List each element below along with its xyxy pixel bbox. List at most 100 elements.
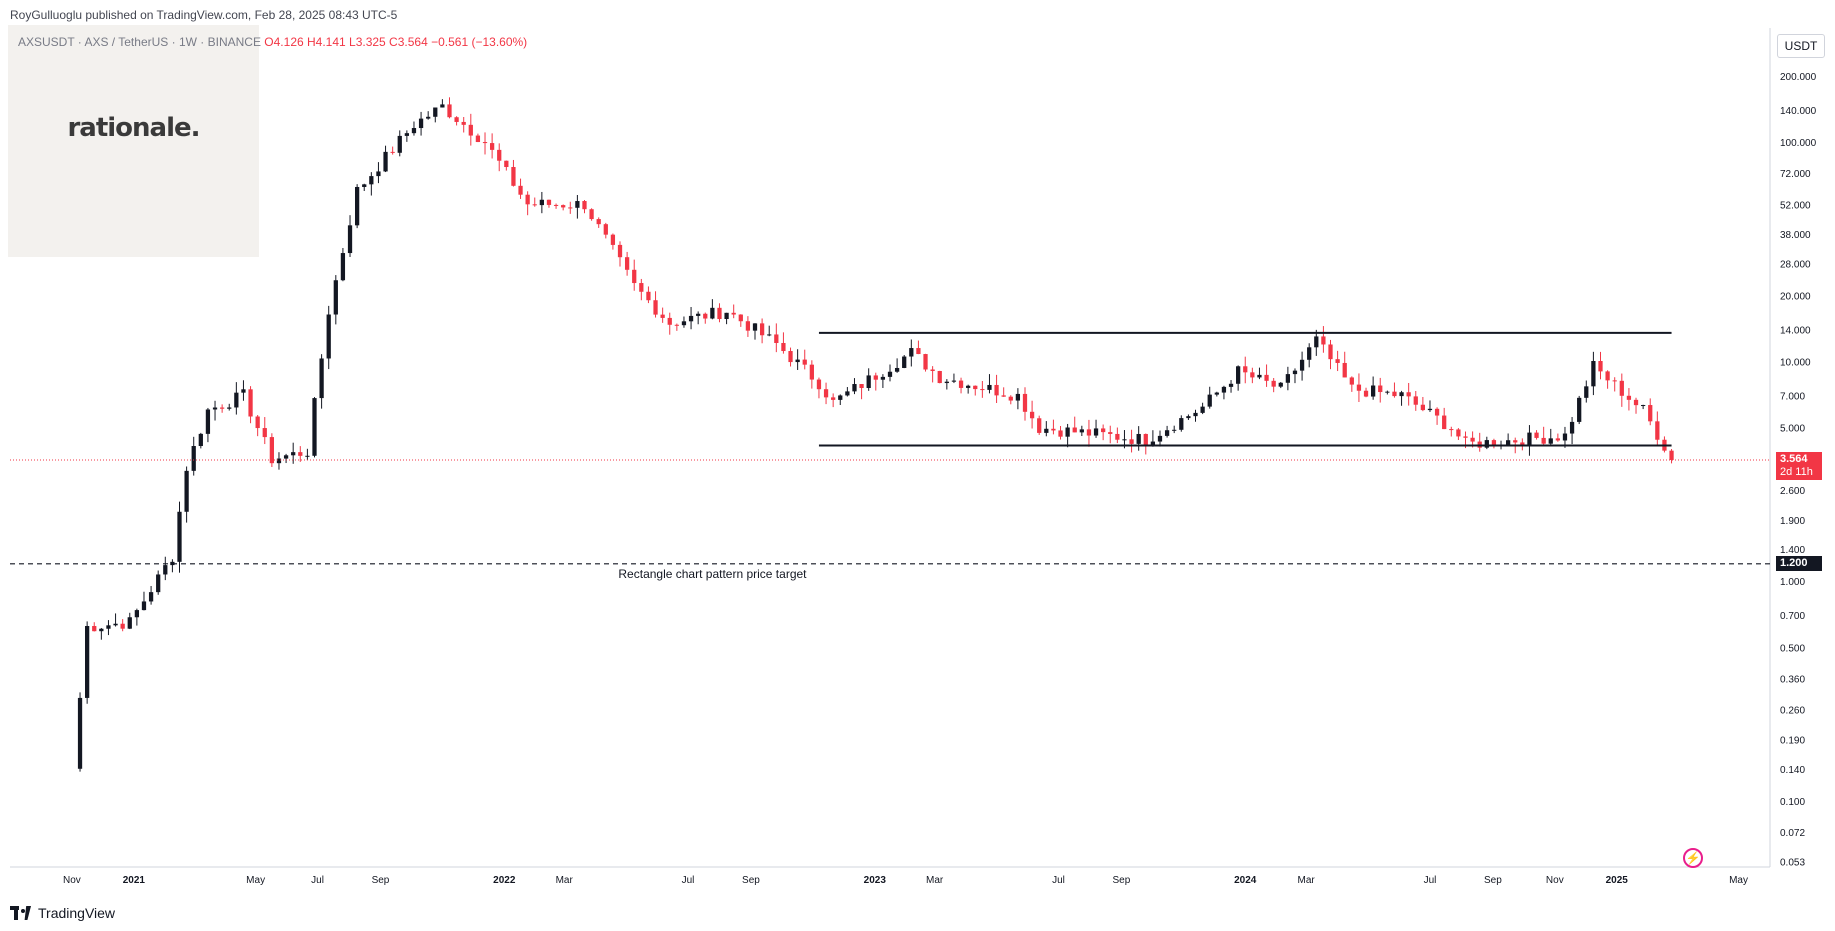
candle-up bbox=[767, 334, 772, 336]
time-tick-label: Jul bbox=[1424, 875, 1437, 886]
price-tick-label: 72.000 bbox=[1780, 169, 1811, 180]
candle-down bbox=[1101, 428, 1106, 433]
price-tick-label: 0.260 bbox=[1780, 706, 1805, 717]
candle-down bbox=[610, 234, 616, 245]
candle-down bbox=[1655, 421, 1660, 440]
current-price-label: 3.564 2d 11h bbox=[1776, 451, 1822, 480]
time-axis: Nov 2021 May Jul Sep 2022 Mar Jul Sep 2023 Mar Jul S… bbox=[63, 875, 1748, 886]
candle-down bbox=[674, 324, 679, 326]
time-tick-label: Sep bbox=[1484, 875, 1502, 886]
candle-down bbox=[1534, 432, 1539, 438]
candle-down bbox=[1520, 442, 1525, 446]
candle-up bbox=[1200, 406, 1205, 413]
footer-brand[interactable]: TradingView bbox=[10, 905, 115, 921]
price-tick-label: 0.100 bbox=[1780, 797, 1805, 808]
candle-up bbox=[418, 118, 424, 129]
candle-up bbox=[1314, 336, 1319, 348]
price-tick-label: 20.000 bbox=[1780, 291, 1811, 302]
time-tick-label: Nov bbox=[1546, 875, 1564, 886]
time-tick-label: Sep bbox=[1113, 875, 1131, 886]
candle-down bbox=[1037, 418, 1042, 433]
candle-up bbox=[148, 592, 154, 602]
candle-down bbox=[1648, 405, 1653, 422]
candle-up bbox=[1044, 428, 1049, 433]
time-tick-label: 2025 bbox=[1606, 875, 1629, 886]
time-tick-label: Mar bbox=[926, 875, 944, 886]
candle-down bbox=[1555, 438, 1560, 441]
candle-down bbox=[1342, 362, 1347, 378]
candle-up bbox=[156, 574, 161, 593]
candle-down bbox=[809, 364, 814, 380]
candle-up bbox=[1207, 394, 1212, 407]
candle-up bbox=[77, 697, 83, 769]
candle-up bbox=[141, 601, 147, 611]
symbol-info[interactable]: AXSUSDT · AXS / TetherUS · 1W · BINANCE bbox=[18, 35, 261, 49]
candle-down bbox=[447, 104, 452, 118]
candle-down bbox=[617, 244, 623, 258]
candle-up bbox=[376, 171, 381, 177]
candle-up bbox=[1150, 441, 1156, 446]
candle-down bbox=[731, 312, 736, 315]
candle-up bbox=[1484, 440, 1489, 448]
candle-up bbox=[1399, 392, 1404, 397]
candle-up bbox=[1371, 385, 1376, 397]
time-tick-label: Mar bbox=[1298, 875, 1316, 886]
candle-up bbox=[404, 133, 409, 136]
time-tick-label: Sep bbox=[372, 875, 390, 886]
candle-up bbox=[1569, 421, 1575, 434]
candle-up bbox=[340, 253, 346, 281]
candle-down bbox=[1513, 440, 1518, 443]
candle-up bbox=[440, 104, 445, 108]
candle-up bbox=[1640, 405, 1646, 407]
currency-selector[interactable]: USDT bbox=[1777, 34, 1825, 58]
candle-up bbox=[1093, 428, 1099, 436]
price-tick-label: 0.700 bbox=[1780, 611, 1805, 622]
candle-down bbox=[1363, 390, 1369, 397]
candle-down bbox=[639, 283, 644, 292]
candle-down bbox=[1463, 436, 1468, 438]
price-tick-label: 0.360 bbox=[1780, 675, 1805, 686]
current-price-value: 3.564 bbox=[1780, 452, 1808, 465]
candle-down bbox=[511, 167, 516, 186]
candle-down bbox=[1143, 433, 1148, 446]
candle-up bbox=[1157, 435, 1163, 442]
symbol-legend[interactable]: AXSUSDT · AXS / TetherUS · 1W · BINANCE … bbox=[18, 35, 527, 49]
tradingview-logo-icon bbox=[10, 906, 32, 920]
candle-down bbox=[504, 160, 509, 168]
candle-up bbox=[909, 348, 914, 357]
candle-down bbox=[1001, 395, 1006, 397]
candle-down bbox=[1456, 429, 1461, 437]
candle-up bbox=[134, 610, 140, 618]
candle-up bbox=[951, 380, 957, 382]
candle-up bbox=[880, 376, 886, 380]
candle-up bbox=[1385, 391, 1390, 393]
candle-down bbox=[461, 121, 466, 125]
time-tick-label: Mar bbox=[556, 875, 574, 886]
candle-down bbox=[1029, 411, 1035, 419]
candle-up bbox=[724, 312, 729, 320]
candle-down bbox=[738, 314, 743, 322]
lightning-icon[interactable]: ⚡ bbox=[1683, 848, 1703, 868]
candle-up bbox=[1562, 433, 1568, 441]
candle-up bbox=[1577, 397, 1582, 422]
candle-down bbox=[497, 149, 502, 161]
candle-down bbox=[1392, 391, 1397, 397]
time-tick-label: May bbox=[1729, 875, 1748, 886]
candle-up bbox=[696, 313, 701, 316]
ohlc-values: O4.126 H4.141 L3.325 C3.564 −0.561 (−13.… bbox=[264, 35, 528, 49]
candle-down bbox=[1072, 427, 1077, 433]
candle-up bbox=[1179, 418, 1184, 430]
candle-down bbox=[1541, 437, 1546, 444]
candle-up bbox=[205, 409, 211, 434]
candle-down bbox=[1264, 374, 1269, 381]
candle-down bbox=[1406, 392, 1411, 397]
candle-down bbox=[788, 351, 793, 363]
candle-up bbox=[944, 381, 949, 384]
candle-down bbox=[532, 204, 537, 206]
candle-up bbox=[163, 565, 168, 575]
candle-down bbox=[582, 201, 587, 210]
candle-down bbox=[525, 194, 530, 205]
candle-down bbox=[831, 397, 836, 400]
candle-up bbox=[177, 511, 182, 562]
